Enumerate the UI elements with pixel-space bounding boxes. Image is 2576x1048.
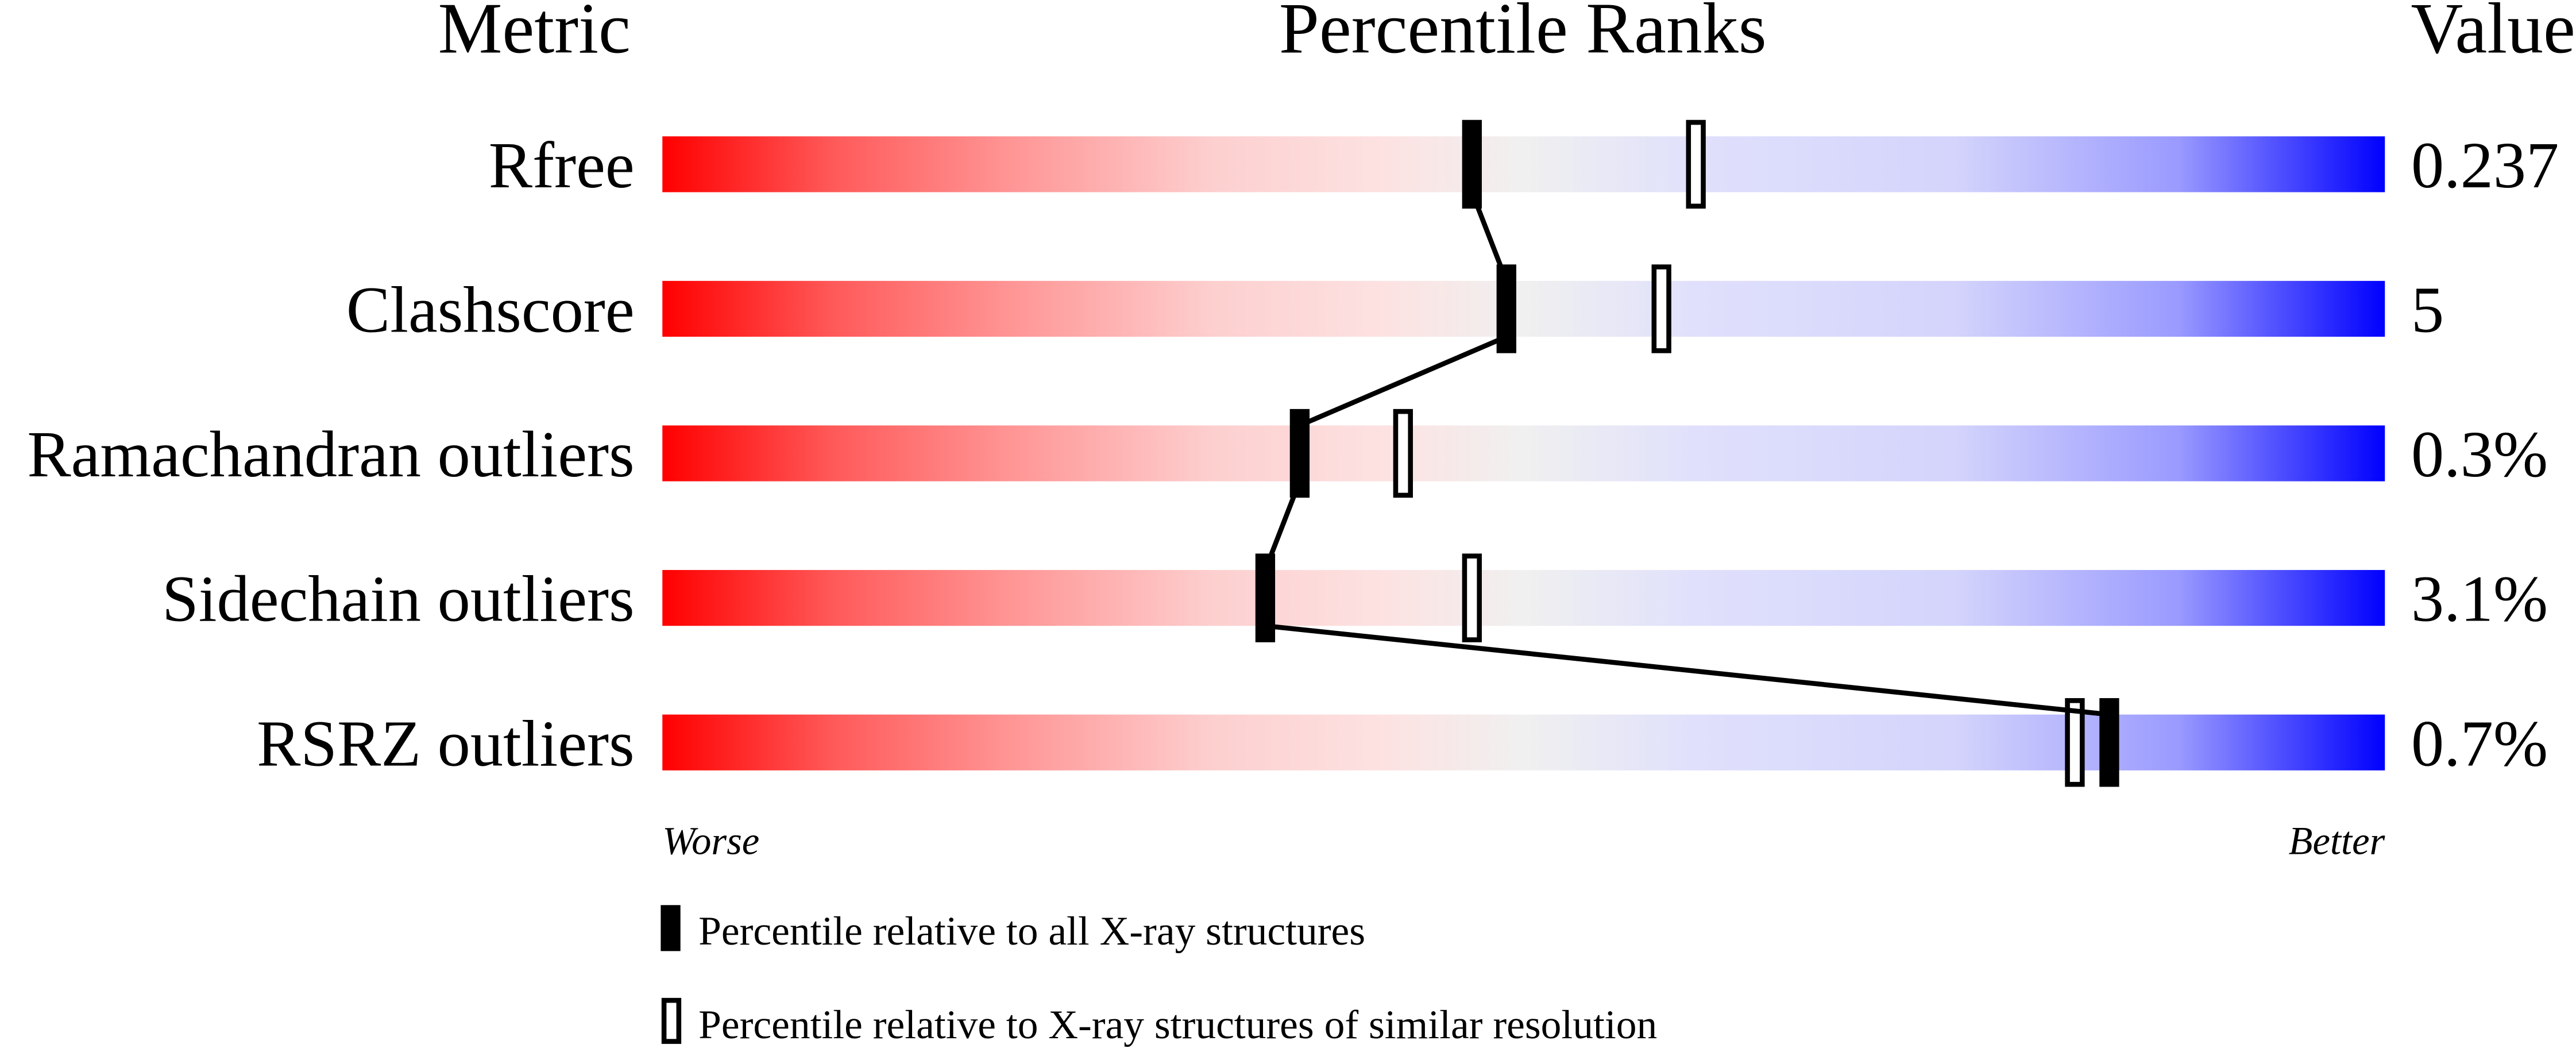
marker-similar-resolution bbox=[2065, 698, 2085, 787]
marker-similar-resolution bbox=[1393, 409, 1413, 498]
metric-value: 0.7% bbox=[2411, 707, 2548, 780]
metric-label: Ramachandran outliers bbox=[27, 418, 634, 491]
marker-similar-resolution bbox=[1651, 264, 1671, 353]
percentile-bar bbox=[662, 425, 2385, 481]
chart-title: Percentile Ranks bbox=[1279, 0, 1767, 68]
metric-value: 0.237 bbox=[2411, 129, 2559, 202]
marker-similar-resolution bbox=[1686, 120, 1706, 209]
percentile-bar bbox=[662, 570, 2385, 626]
header-value: Value bbox=[2411, 0, 2575, 68]
axis-label-worse: Worse bbox=[662, 819, 759, 863]
metric-label: Sidechain outliers bbox=[162, 562, 634, 635]
metric-label: Rfree bbox=[489, 129, 635, 202]
metric-value: 0.3% bbox=[2411, 418, 2548, 491]
percentile-bar bbox=[662, 280, 2385, 337]
header-metric: Metric bbox=[438, 0, 631, 68]
axis-label-better: Better bbox=[2289, 819, 2385, 863]
metric-label: RSRZ outliers bbox=[257, 707, 635, 780]
legend-filled-label: Percentile relative to all X-ray structu… bbox=[698, 908, 1365, 954]
legend-filled-marker bbox=[661, 905, 681, 951]
legend-open-label: Percentile relative to X-ray structures … bbox=[698, 1002, 1657, 1047]
marker-similar-resolution bbox=[1462, 553, 1482, 642]
metric-label: Clashscore bbox=[346, 273, 635, 346]
metric-value: 5 bbox=[2411, 273, 2444, 346]
percentile-connector-line bbox=[1262, 191, 2110, 717]
metric-value: 3.1% bbox=[2411, 562, 2548, 635]
percentile-bar bbox=[662, 714, 2385, 770]
percentile-bar bbox=[662, 136, 2385, 192]
legend-open-marker bbox=[661, 997, 682, 1044]
